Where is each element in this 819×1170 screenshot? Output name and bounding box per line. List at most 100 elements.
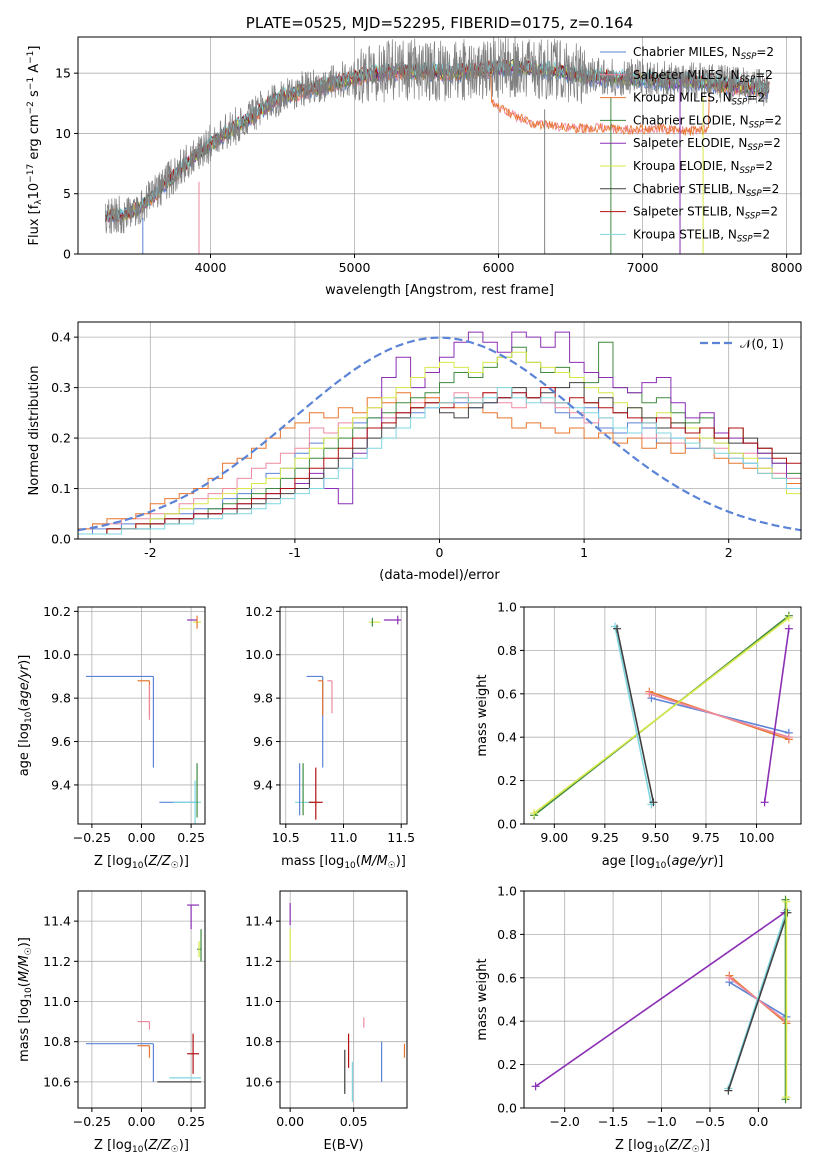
y-axis-label-part: ☉ [24, 947, 34, 955]
x-tick-label: −1.5 [598, 1114, 628, 1129]
y-tick-label: 0.8 [497, 927, 517, 942]
x-tick-label: −0.5 [695, 1114, 725, 1129]
x-tick-label: 10.00 [739, 830, 775, 845]
y-axis-label-part: Flux [f [27, 204, 42, 245]
y-tick-label: 1.0 [497, 600, 517, 615]
x-tick-label: 0 [436, 545, 444, 560]
y-axis-label-part: 10 [24, 711, 34, 723]
x-axis-label-part: Z/Z [148, 854, 172, 869]
weight-line [616, 628, 655, 803]
y-axis-label-part: −2 [26, 101, 36, 114]
legend-entry: Salpeter ELODIE, NSSP=2 [633, 136, 781, 153]
y-tick-label: 11.4 [43, 914, 71, 929]
histogram-step [78, 392, 801, 539]
y-tick-label: 9.4 [51, 777, 71, 792]
plot-area [105, 37, 770, 254]
x-tick-label: 4000 [195, 260, 227, 275]
x-axis-label-part: age [log [602, 854, 655, 869]
legend-label: Chabrier STELIB, N [633, 182, 746, 196]
legend-label: Salpeter MILES, N [633, 68, 740, 82]
x-axis-label-part: )] [700, 1138, 710, 1153]
x-tick-label: −0.25 [73, 830, 111, 845]
x-tick-label: 0.25 [177, 830, 205, 845]
y-tick-label: 11.0 [43, 994, 71, 1009]
mass-vs-ebv-axes: 0.00 0.05 10.6 10.8 11.0 11.2 11.4 [245, 890, 408, 1129]
x-axis-label-part: ☉ [171, 861, 179, 871]
y-tick-label: 10.0 [245, 647, 273, 662]
y-axis-label: Flux [fλ10−17 erg cm−2 s−1 A−1] [26, 46, 44, 246]
plot-area [85, 615, 202, 824]
y-axis-label-part: −1 [26, 77, 36, 90]
legend-sub: SSP [740, 166, 756, 176]
legend-entry: Kroupa STELIB, NSSP=2 [633, 227, 770, 244]
chart-title: PLATE=0525, MJD=52295, FIBERID=0175, z=0… [246, 14, 633, 32]
x-axis-label-part: Z [log [94, 854, 132, 869]
x-axis-label-part: )] [396, 854, 406, 869]
x-axis-label-part: ( [143, 854, 148, 869]
x-tick-label: 10.5 [272, 830, 300, 845]
legend-entry: Salpeter MILES, NSSP=2 [633, 68, 773, 85]
weight-line [649, 693, 790, 738]
axes-frame [77, 36, 802, 255]
legend-entry: Chabrier STELIB, NSSP=2 [633, 182, 779, 199]
x-axis-label-part: M/M [361, 854, 388, 869]
y-axis-label-part: 10 [24, 987, 34, 999]
mass-vs-z-axes: −0.25 0.00 0.25 10.6 10.8 11.0 11.2 11.4 [43, 890, 206, 1129]
residual-axes: -2 -1 0 1 2 0.0 0.1 0.2 0.3 0.4 [51, 321, 802, 560]
grid [280, 607, 407, 824]
weight-line [535, 912, 785, 1087]
y-tick-label: 0.6 [497, 970, 517, 985]
x-tick-label: 5000 [339, 260, 371, 275]
spectrum-axes: 4000 5000 6000 7000 8000 0 5 10 15 [55, 36, 803, 275]
y-axis-label: mass weight [475, 674, 490, 756]
x-tick-label: 1 [580, 545, 588, 560]
y-tick-label: 10.6 [245, 1074, 273, 1089]
x-tick-label: 9.75 [692, 830, 720, 845]
plot-area [78, 331, 801, 539]
x-axis-label-part: 10 [655, 861, 667, 871]
axes-frame [279, 890, 408, 1109]
legend-tail: =2 [755, 68, 773, 82]
legend-label: Chabrier MILES, N [633, 45, 741, 59]
legend-sub: SSP [747, 143, 763, 153]
y-tick-label: 11.2 [43, 954, 71, 969]
y-tick-label: 1.0 [497, 884, 517, 899]
legend-label: Kroupa STELIB, N [633, 227, 737, 241]
y-tick-label: 0.2 [497, 773, 517, 788]
x-tick-label: 2 [725, 545, 733, 560]
x-axis-label-part: Z [log [94, 1138, 132, 1153]
x-axis-label-part: ☉ [388, 861, 396, 871]
y-tick-label: 10.2 [245, 604, 273, 619]
y-tick-label: 9.8 [253, 691, 273, 706]
legend-tail: =2 [755, 159, 773, 173]
x-tick-label: 11.5 [387, 830, 415, 845]
y-axis-label-part: )] [17, 655, 32, 665]
y-tick-label: 9.6 [253, 734, 273, 749]
y-axis-label: mass weight [475, 958, 490, 1040]
legend-sub: SSP [745, 212, 761, 222]
y-tick-label: 10.2 [43, 604, 71, 619]
x-tick-label: 9.25 [591, 830, 619, 845]
y-tick-label: 0.4 [51, 330, 71, 345]
x-tick-label: 11.0 [330, 830, 358, 845]
x-tick-label: 0.0 [748, 1114, 768, 1129]
y-tick-label: 11.4 [245, 914, 273, 929]
x-tick-label: −1.0 [646, 1114, 676, 1129]
y-tick-label: 11.0 [245, 994, 273, 1009]
legend-sub: SSP [741, 52, 757, 62]
x-axis-label: mass [log10(M/M☉)] [281, 854, 406, 871]
y-tick-label: 0.8 [497, 643, 517, 658]
y-tick-label: 0.0 [497, 1101, 517, 1116]
y-tick-label: 0.2 [497, 1057, 517, 1072]
legend-label: Kroupa MILES, N [633, 91, 732, 105]
y-axis-label-part: −17 [26, 164, 36, 183]
grid [78, 891, 205, 1108]
y-tick-label: 11.2 [245, 954, 273, 969]
x-axis-label-part: ☉ [692, 1145, 700, 1155]
legend-entry: Kroupa ELODIE, NSSP=2 [633, 159, 773, 176]
y-tick-label: 15 [55, 66, 71, 81]
grid [78, 607, 205, 824]
x-tick-label: 0.00 [276, 1114, 304, 1129]
x-axis-label-part: )] [713, 854, 723, 869]
legend-tail: =2 [760, 205, 778, 219]
